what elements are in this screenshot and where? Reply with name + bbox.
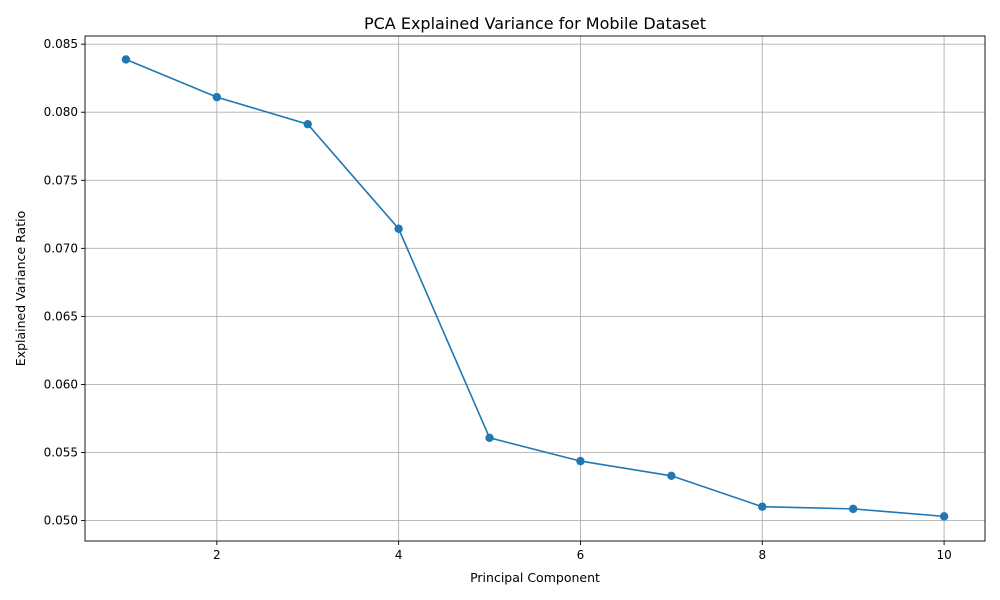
- x-tick-label: 2: [213, 548, 221, 562]
- data-point: [848, 504, 858, 514]
- data-point: [212, 92, 222, 102]
- y-axis-label: Explained Variance Ratio: [13, 211, 28, 366]
- y-tick-label: 0.085: [44, 37, 78, 51]
- series-layer: [121, 55, 949, 521]
- y-tick-label: 0.075: [44, 173, 78, 187]
- y-tick-label: 0.070: [44, 241, 78, 255]
- data-point: [121, 55, 131, 64]
- data-point: [576, 456, 585, 466]
- x-tick-label: 6: [577, 548, 585, 562]
- data-point: [758, 502, 767, 511]
- x-tick-label: 4: [395, 548, 403, 562]
- y-tick-label: 0.050: [44, 514, 78, 528]
- x-tick-label: 10: [936, 548, 951, 562]
- y-tick-label: 0.060: [44, 377, 78, 391]
- x-axis-label: Principal Component: [470, 570, 600, 585]
- grid-layer: [85, 36, 985, 541]
- data-point: [485, 433, 494, 443]
- data-point: [303, 120, 312, 129]
- y-tick-label: 0.055: [44, 446, 78, 460]
- data-point: [939, 512, 949, 521]
- chart-title: PCA Explained Variance for Mobile Datase…: [364, 14, 706, 33]
- data-point: [394, 224, 403, 233]
- y-tick-label: 0.080: [44, 105, 78, 119]
- tick-layer: 2 4 6 8 10 0.050 0.055 0.060 0.065 0.070 0.075 0.08…: [44, 37, 952, 562]
- plot-frame: [84, 35, 986, 542]
- series-line: [125, 58, 945, 518]
- data-point: [667, 471, 676, 480]
- y-tick-label: 0.065: [44, 309, 78, 323]
- x-tick-label: 8: [758, 548, 766, 562]
